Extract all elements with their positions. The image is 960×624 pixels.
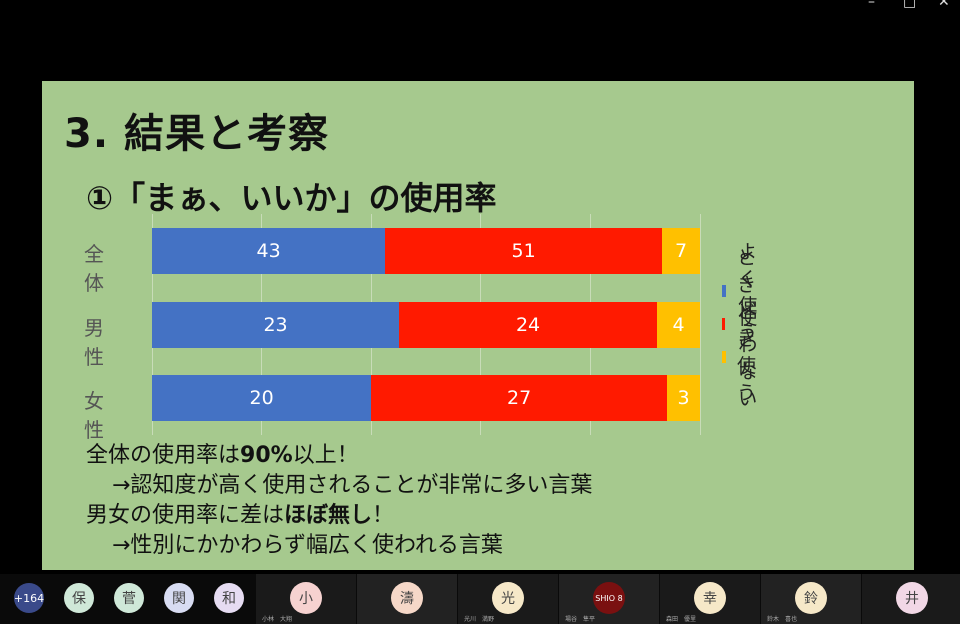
body-text-run: ！ xyxy=(372,503,395,528)
participant-avatar: SHIO 8 xyxy=(593,582,625,614)
body-text-run: 以上！ xyxy=(292,443,359,468)
body-line: 男女の使用率に差はほぼ無し！ xyxy=(86,501,592,531)
body-line: →性別にかかわらず幅広く使われる言葉 xyxy=(86,531,592,561)
body-line: 全体の使用率は90%以上！ xyxy=(86,441,592,471)
participant-name: 光川 満野 xyxy=(464,616,495,623)
bar-segment: 51 xyxy=(385,228,662,274)
body-text-run: →性別にかかわらず幅広く使われる言葉 xyxy=(112,533,503,558)
bar-row: 20 27 3 xyxy=(152,375,700,421)
participant-tile[interactable]: 濤 xyxy=(357,574,457,624)
body-text-run: 全体の使用率は xyxy=(86,443,241,468)
bar-segment: 23 xyxy=(152,302,400,348)
participant-tile[interactable]: 鈴鈴木 喜也 xyxy=(761,574,861,624)
legend-swatch xyxy=(722,317,725,330)
participant-avatar: 井 xyxy=(896,582,928,614)
participant-name: 森田 優里 xyxy=(666,616,697,623)
legend-item: よく使う xyxy=(718,241,765,344)
participant-avatar: 濤 xyxy=(391,582,423,614)
bar-row: 23 24 4 xyxy=(152,302,700,348)
category-label: 全体 xyxy=(84,242,104,295)
legend-label: 使わない xyxy=(738,306,758,410)
bar-segment: 4 xyxy=(657,302,700,348)
gridline xyxy=(700,214,701,435)
participant-name: 鈴木 喜也 xyxy=(767,616,798,623)
emphasis-text: 90% xyxy=(240,443,293,468)
body-text-run: 男女の使用率に差は xyxy=(86,503,285,528)
participant-avatar: 幸 xyxy=(694,582,726,614)
close-icon[interactable]: ✕ xyxy=(938,0,950,10)
legend-label: よく使う xyxy=(738,240,758,344)
emphasis-text: ほぼ無し xyxy=(284,503,373,528)
legend-label: ときどき使う xyxy=(736,246,756,404)
category-label: 男性 xyxy=(84,316,104,369)
participant-tile[interactable]: 井 xyxy=(862,574,960,624)
participant-name: 小林 大翔 xyxy=(262,616,293,623)
bar-segment: 20 xyxy=(152,375,372,421)
minimize-icon[interactable]: – xyxy=(868,0,875,10)
slide-subtitle: ①「まぁ、いいか」の使用率 xyxy=(86,179,497,217)
legend-item: ときどき使う xyxy=(718,247,765,404)
bar-segment: 43 xyxy=(152,228,386,274)
participant-tile[interactable]: 光光川 満野 xyxy=(458,574,558,624)
participant-avatar[interactable]: 和 xyxy=(214,583,244,613)
bar-segment: 27 xyxy=(371,375,668,421)
more-participants-badge[interactable]: +164 xyxy=(14,583,44,613)
bar-segment: 24 xyxy=(399,302,657,348)
slide-title: 3. 結果と考察 xyxy=(64,111,329,157)
participant-avatar[interactable]: 関 xyxy=(164,583,194,613)
bar-segment: 3 xyxy=(667,375,700,421)
participant-avatar: 光 xyxy=(492,582,524,614)
legend-item: 使わない xyxy=(718,307,765,410)
shared-slide: 3. 結果と考察 ①「まぁ、いいか」の使用率 全体 43 51 7 男性 23 24 4 女性 2… xyxy=(42,81,914,570)
category-label: 女性 xyxy=(84,389,104,442)
body-text-run: →認知度が高く使用されることが非常に多い言葉 xyxy=(112,473,593,498)
body-line: →認知度が高く使用されることが非常に多い言葉 xyxy=(86,471,592,501)
participant-avatar[interactable]: 菅 xyxy=(114,583,144,613)
participant-tile[interactable]: 小小林 大翔 xyxy=(256,574,356,624)
legend-swatch xyxy=(722,284,727,297)
bar-segment: 7 xyxy=(662,228,700,274)
participant-avatar[interactable]: 保 xyxy=(64,583,94,613)
participant-tile[interactable]: 幸森田 優里 xyxy=(660,574,760,624)
participant-tile[interactable]: SHIO 8 場谷 隼平 xyxy=(559,574,659,624)
participants-bar: +164 保菅関和小小林 大翔濤光光川 満野 SHIO 8 場谷 隼平幸森田 優里鈴… xyxy=(0,574,960,624)
legend-swatch xyxy=(722,350,727,363)
participant-avatar: 鈴 xyxy=(795,582,827,614)
slide-body-text: 全体の使用率は90%以上！ →認知度が高く使用されることが非常に多い言葉 男女の使用… xyxy=(86,441,592,561)
chart-legend: よく使う ときどき使う 使わない xyxy=(718,241,765,410)
participant-name: 場谷 隼平 xyxy=(565,616,596,623)
participant-avatar: 小 xyxy=(290,582,322,614)
bar-row: 43 51 7 xyxy=(152,228,700,274)
maximize-icon[interactable]: □ xyxy=(903,0,917,10)
